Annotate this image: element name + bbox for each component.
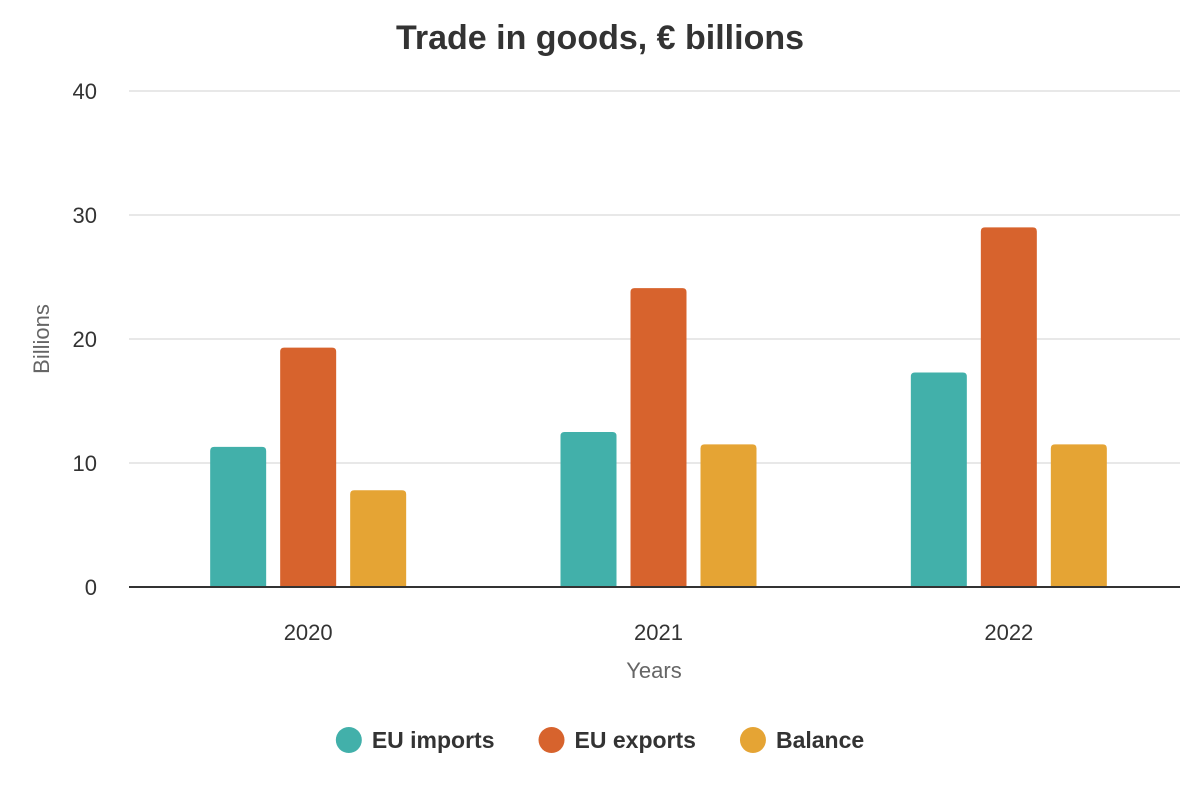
legend-swatch <box>739 727 766 753</box>
legend-item-eu-exports[interactable]: EU exports <box>538 727 696 753</box>
y-tick-label: 40 <box>73 79 97 104</box>
y-tick-label: 10 <box>73 451 97 476</box>
bar-eu-imports-2022[interactable] <box>910 372 967 587</box>
x-tick-label: 2020 <box>284 620 333 645</box>
legend-item-balance[interactable]: Balance <box>739 727 864 753</box>
legend-label: EU exports <box>575 727 696 753</box>
legend-label: Balance <box>776 727 864 753</box>
bars <box>210 227 1107 587</box>
legend: EU imports EU exports Balance <box>335 727 864 753</box>
legend-swatch <box>538 727 565 753</box>
bar-balance-2022[interactable] <box>1050 444 1107 587</box>
y-tick-label: 20 <box>73 327 97 352</box>
bar-balance-2020[interactable] <box>350 490 407 587</box>
bar-eu-imports-2020[interactable] <box>210 446 267 587</box>
legend-swatch <box>335 727 362 753</box>
x-axis-ticks: 2020 2021 2022 <box>284 620 1034 645</box>
bar-balance-2021[interactable] <box>700 444 757 587</box>
x-tick-label: 2021 <box>634 620 683 645</box>
y-tick-label: 30 <box>73 203 97 228</box>
chart-title: Trade in goods, € billions <box>396 19 804 57</box>
y-axis-ticks: 0 10 20 30 40 <box>73 79 97 600</box>
bar-eu-imports-2021[interactable] <box>560 432 617 587</box>
x-tick-label: 2022 <box>984 620 1033 645</box>
y-axis-label: Billions <box>29 304 54 374</box>
x-axis-label: Years <box>626 658 681 683</box>
bar-eu-exports-2022[interactable] <box>980 227 1037 587</box>
bar-eu-exports-2020[interactable] <box>280 347 337 587</box>
bar-eu-exports-2021[interactable] <box>630 288 687 587</box>
legend-item-eu-imports[interactable]: EU imports <box>335 727 495 753</box>
legend-label: EU imports <box>372 727 495 753</box>
y-tick-label: 0 <box>85 575 97 600</box>
